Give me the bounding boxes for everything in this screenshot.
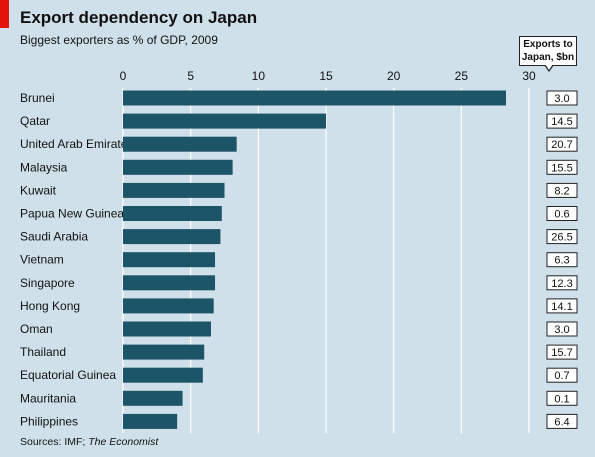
value-box <box>546 413 578 429</box>
bar <box>123 252 216 268</box>
x-tick-label: 10 <box>252 69 266 83</box>
export-value-label: 0.1 <box>554 393 569 405</box>
export-value-label: 12.3 <box>551 278 572 290</box>
value-box <box>546 229 578 245</box>
value-box <box>546 344 578 360</box>
exports-column-header: Exports to Japan, $bn <box>519 36 577 72</box>
x-tick-label: 30 <box>522 69 536 83</box>
bar <box>123 413 178 429</box>
source-italic: The Economist <box>88 436 159 448</box>
category-label: Equatorial Guinea <box>20 368 116 382</box>
value-box <box>546 182 578 198</box>
x-tick-label: 15 <box>319 69 333 83</box>
bar <box>123 298 214 314</box>
bar <box>123 229 221 245</box>
bar <box>123 136 237 152</box>
category-label: Singapore <box>20 276 75 290</box>
source-prefix: Sources: IMF; <box>20 436 89 448</box>
bar <box>123 367 203 383</box>
category-label: Kuwait <box>20 183 57 197</box>
value-box <box>546 252 578 268</box>
category-label: Saudi Arabia <box>20 230 88 244</box>
category-label: Vietnam <box>20 253 64 267</box>
export-value-label: 6.4 <box>554 416 569 428</box>
value-box <box>546 298 578 314</box>
bar <box>123 113 326 129</box>
bar <box>123 390 183 406</box>
export-value-label: 14.1 <box>551 301 572 313</box>
value-box <box>546 90 578 106</box>
x-tick-label: 5 <box>187 69 194 83</box>
export-value-label: 0.6 <box>554 209 569 221</box>
export-value-label: 3.0 <box>554 93 569 105</box>
chart-subtitle: Biggest exporters as % of GDP, 2009 <box>20 33 218 47</box>
export-value-label: 26.5 <box>551 232 572 244</box>
category-label: Brunei <box>20 91 55 105</box>
value-box <box>546 159 578 175</box>
category-label: Philippines <box>20 414 78 428</box>
category-label: Malaysia <box>20 160 68 174</box>
bar <box>123 206 222 221</box>
bar <box>123 159 233 175</box>
accent-mark <box>0 0 9 28</box>
value-box <box>546 321 578 337</box>
category-label: Hong Kong <box>20 299 80 313</box>
category-label: United Arab Emirates <box>20 137 133 151</box>
chart-title: Export dependency on Japan <box>20 8 258 27</box>
value-box <box>546 136 578 152</box>
export-value-label: 14.5 <box>551 116 572 128</box>
bar <box>123 90 506 106</box>
category-label: Qatar <box>20 114 50 128</box>
header-pointer-arrow <box>544 64 554 72</box>
value-box <box>546 113 578 129</box>
bar <box>123 275 216 291</box>
x-tick-label: 25 <box>455 69 469 83</box>
value-box <box>546 206 578 221</box>
exports-header-line2: Japan, $bn <box>521 52 575 63</box>
x-tick-label: 20 <box>387 69 401 83</box>
value-box <box>546 275 578 291</box>
category-label: Mauritania <box>20 391 76 405</box>
export-value-label: 15.7 <box>551 347 572 359</box>
bar <box>123 321 211 337</box>
exports-header-line1: Exports to <box>523 39 573 50</box>
export-value-label: 6.3 <box>554 255 569 267</box>
export-value-label: 8.2 <box>554 185 569 197</box>
value-box <box>546 390 578 406</box>
category-label: Oman <box>20 322 53 336</box>
bar <box>123 182 225 198</box>
category-label: Thailand <box>20 345 66 359</box>
x-tick-label: 0 <box>120 69 127 83</box>
export-value-label: 0.7 <box>554 370 569 382</box>
export-value-label: 20.7 <box>551 139 572 151</box>
category-label: Papua New Guinea <box>20 207 124 221</box>
bar <box>123 344 205 360</box>
value-box <box>546 367 578 383</box>
export-value-label: 3.0 <box>554 324 569 336</box>
source-note: Sources: IMF; The Economist <box>20 436 158 448</box>
export-value-label: 15.5 <box>551 162 572 174</box>
